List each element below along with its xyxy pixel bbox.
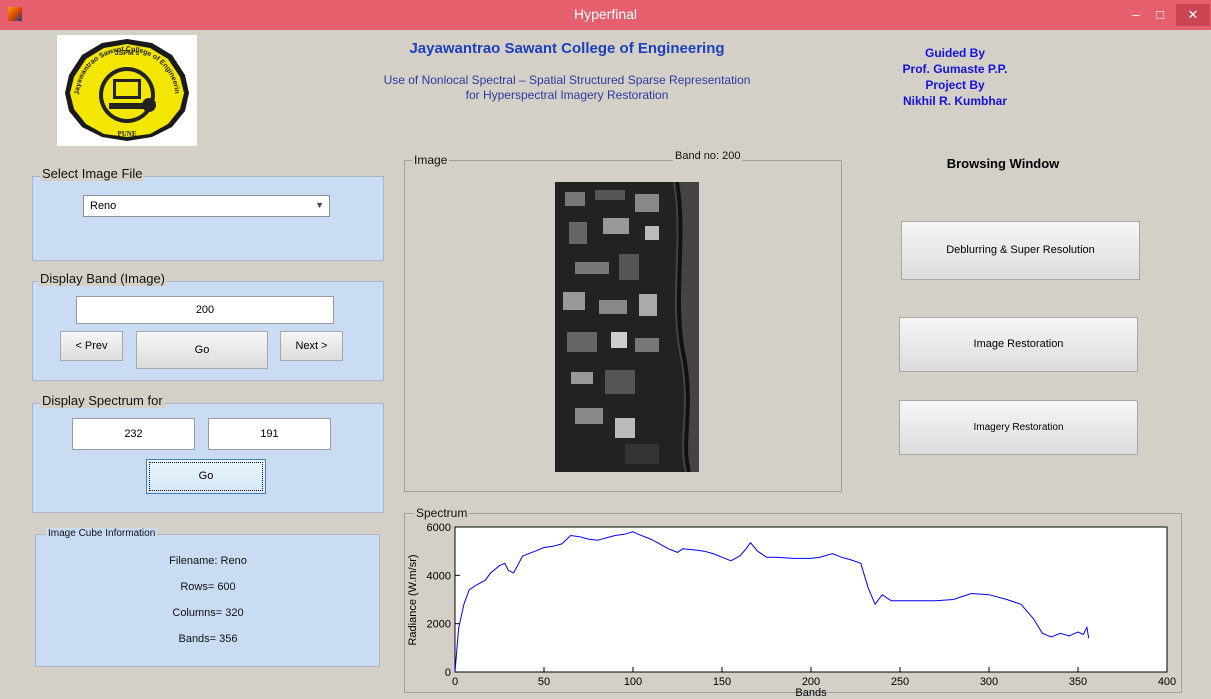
x-tick-label: 250 <box>891 676 909 688</box>
x-tick-label: 0 <box>452 676 458 688</box>
project-by-label: Project By <box>925 78 985 92</box>
image-panel-label: Image <box>412 153 450 167</box>
hyperspectral-band-image <box>555 182 699 472</box>
x-tick-label: 200 <box>802 676 820 688</box>
image-file-dropdown[interactable]: Reno ▼ <box>83 195 330 217</box>
prev-band-button[interactable]: < Prev <box>60 331 123 361</box>
credits: Guided By Prof. Gumaste P.P. Project By … <box>880 45 1030 109</box>
deblurring-button[interactable]: Deblurring & Super Resolution <box>901 221 1140 280</box>
display-band-label: Display Band (Image) <box>38 271 167 286</box>
select-image-panel <box>32 176 384 261</box>
spectrum-panel-label: Spectrum <box>414 506 470 520</box>
pixel-x-input[interactable]: 232 <box>72 418 195 450</box>
project-title-line1: Use of Nonlocal Spectral – Spatial Struc… <box>383 73 751 87</box>
x-axis-label: Bands <box>795 687 827 699</box>
college-logo: JSPM's Jayawantrao Sawant College of Eng… <box>55 30 197 146</box>
display-spectrum-label: Display Spectrum for <box>40 393 165 408</box>
project-title-line2: for Hyperspectral Imagery Restoration <box>465 88 669 102</box>
x-tick-label: 100 <box>624 676 642 688</box>
x-tick-label: 350 <box>1069 676 1087 688</box>
band-number-input[interactable]: 200 <box>76 296 334 324</box>
window-title: Hyperfinal <box>573 6 638 22</box>
x-tick-label: 150 <box>713 676 731 688</box>
select-image-label: Select Image File <box>40 166 145 181</box>
browsing-window-title: Browsing Window <box>946 156 1060 171</box>
y-axis-label: Radiance (W.m/sr) <box>407 554 419 645</box>
title-bar: Hyperfinal – □ ✕ <box>0 0 1211 30</box>
guided-by-label: Guided By <box>924 46 985 60</box>
matlab-app-icon <box>8 7 22 21</box>
x-tick-label: 400 <box>1158 676 1176 688</box>
plot-area <box>454 526 1168 673</box>
college-name: Jayawantrao Sawant College of Engineerin… <box>409 40 725 57</box>
minimize-button[interactable]: – <box>1132 7 1140 22</box>
cube-info-label: Image Cube Information <box>46 528 158 539</box>
band-go-button[interactable]: Go <box>136 331 268 369</box>
spectrum-series-line <box>454 531 1090 673</box>
next-band-button[interactable]: Next > <box>280 331 343 361</box>
imagery-restoration-button[interactable]: Imagery Restoration <box>899 400 1138 455</box>
y-tick-label: 2000 <box>427 619 451 631</box>
logo-bottom-text: PUNE <box>117 130 136 138</box>
x-tick-label: 300 <box>980 676 998 688</box>
project-title: Use of Nonlocal Spectral – Spatial Struc… <box>330 73 804 103</box>
spectrum-go-button[interactable]: Go <box>146 459 266 494</box>
maximize-button[interactable]: □ <box>1156 7 1164 22</box>
cube-bands: Bands= 356 <box>178 633 238 645</box>
x-tick-label: 50 <box>538 676 550 688</box>
y-tick-label: 4000 <box>427 570 451 582</box>
guide-name: Prof. Gumaste P.P. <box>902 62 1008 76</box>
image-file-selected: Reno <box>90 200 117 212</box>
image-panel <box>404 160 842 492</box>
cube-rows: Rows= 600 <box>180 581 236 593</box>
close-button[interactable]: ✕ <box>1176 4 1210 26</box>
image-restoration-button[interactable]: Image Restoration <box>899 317 1138 372</box>
logo-top-text: JSPM's <box>115 50 140 57</box>
band-number-label: Band no: 200 <box>673 150 743 162</box>
y-tick-label: 6000 <box>427 522 451 534</box>
pixel-y-input[interactable]: 191 <box>208 418 331 450</box>
spectrum-panel <box>404 513 1182 693</box>
student-name: Nikhil R. Kumbhar <box>902 94 1007 108</box>
cube-columns: Columns= 320 <box>172 607 244 619</box>
cube-filename: Filename: Reno <box>169 555 247 567</box>
y-tick-label: 0 <box>445 667 451 679</box>
cube-info-panel <box>35 534 380 667</box>
chevron-down-icon[interactable]: ▼ <box>315 200 324 210</box>
